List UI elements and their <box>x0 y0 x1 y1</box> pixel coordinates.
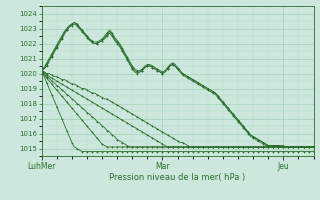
X-axis label: Pression niveau de la mer( hPa ): Pression niveau de la mer( hPa ) <box>109 173 246 182</box>
